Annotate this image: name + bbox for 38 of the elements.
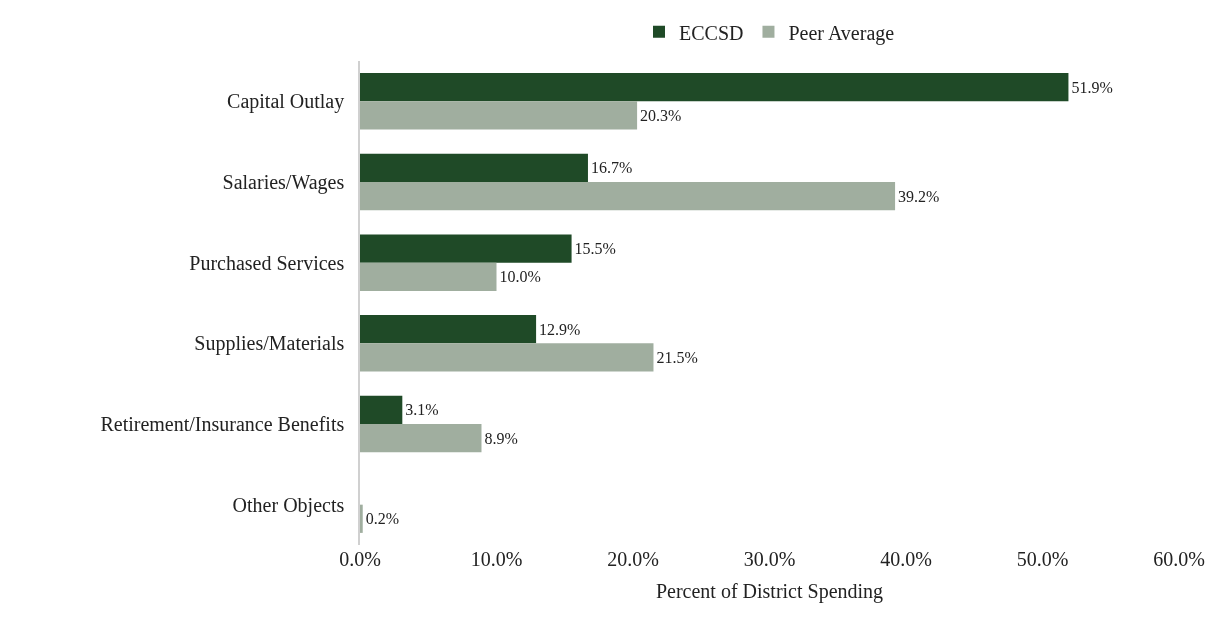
bar	[360, 315, 537, 344]
y-tick-label: Capital Outlay	[227, 90, 345, 114]
y-tick-label: Supplies/Materials	[194, 332, 345, 356]
data-label: 16.7%	[590, 159, 633, 177]
bar	[360, 262, 497, 291]
x-tick-label: 0.0%	[339, 548, 381, 570]
data-label: 10.0%	[499, 268, 541, 286]
bar	[360, 182, 896, 211]
data-label: 3.1%	[405, 401, 439, 419]
bar	[360, 153, 588, 182]
y-tick-label: Other Objects	[232, 493, 345, 517]
bar	[360, 504, 363, 533]
data-label: 15.5%	[574, 240, 616, 258]
data-label: 20.3%	[640, 106, 682, 124]
x-tick-label: 40.0%	[880, 548, 932, 570]
bar	[360, 101, 638, 130]
data-label: 12.9%	[539, 320, 581, 338]
y-tick-label: Purchased Services	[189, 251, 345, 274]
x-tick-label: 50.0%	[1016, 548, 1069, 570]
x-axis-title: Percent of District Spending	[655, 579, 884, 603]
legend-label: ECCSD	[679, 21, 744, 44]
data-label: 51.9%	[1071, 78, 1113, 96]
x-tick-label: 60.0%	[1153, 548, 1205, 570]
x-tick-label: 10.0%	[470, 548, 523, 570]
x-tick-label: 30.0%	[743, 548, 796, 570]
y-tick-label: Retirement/Insurance Benefits	[100, 413, 345, 435]
bar	[360, 234, 572, 263]
x-tick-label: 20.0%	[607, 548, 659, 570]
data-label: 0.2%	[365, 510, 400, 528]
legend-label: Peer Average	[788, 21, 895, 45]
bar	[360, 73, 1069, 102]
data-label: 8.9%	[484, 429, 518, 447]
data-label: 39.2%	[898, 187, 940, 205]
bar	[360, 424, 482, 453]
y-tick-label: Salaries/Wages	[222, 171, 345, 194]
bar	[360, 343, 654, 372]
data-label: 21.5%	[656, 348, 698, 366]
bar	[360, 395, 403, 424]
